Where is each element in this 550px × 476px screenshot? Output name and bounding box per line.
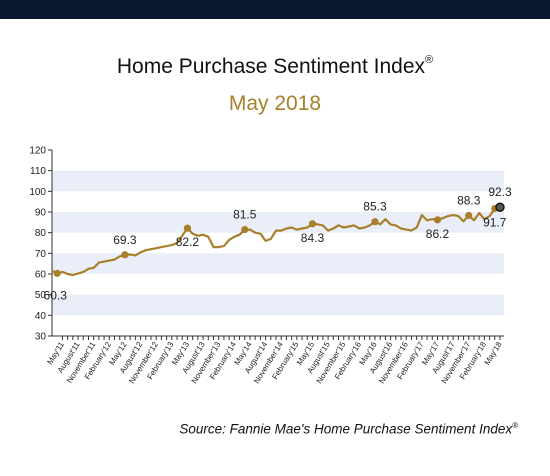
y-tick-label: 100	[29, 187, 46, 198]
line-chart: 30405060708090100110120May'11August'11No…	[29, 146, 512, 386]
point-marker	[241, 225, 249, 234]
data-label: 60.3	[44, 288, 68, 302]
top-bar	[0, 0, 550, 19]
data-label: 92.3	[488, 185, 512, 199]
point-marker	[433, 216, 442, 224]
data-label: 91.7	[483, 215, 507, 229]
data-label: 69.3	[113, 233, 137, 247]
data-label: 86.2	[426, 227, 450, 241]
latest-point-marker	[495, 202, 505, 212]
y-tick-label: 70	[35, 249, 47, 260]
source-note: Source: Fannie Mae's Home Purchase Senti…	[179, 421, 518, 437]
y-tick-label: 120	[29, 146, 46, 157]
point-marker	[308, 220, 317, 228]
grid-band	[52, 253, 504, 274]
chart-subtitle: May 2018	[228, 92, 322, 115]
y-tick-label: 60	[35, 270, 47, 281]
y-tick-label: 30	[35, 332, 47, 343]
data-label: 81.5	[233, 208, 257, 222]
grid-band	[52, 294, 504, 316]
registered-mark: ®	[425, 54, 434, 66]
y-tick-label: 110	[30, 166, 46, 177]
data-label: 88.3	[457, 194, 481, 208]
point-marker	[53, 269, 61, 277]
data-label: 84.3	[301, 231, 325, 245]
data-label: 82.2	[176, 235, 200, 249]
data-label: 85.3	[363, 200, 387, 214]
point-marker	[121, 251, 129, 259]
chart-title: Home Purchase Sentiment Index®	[116, 54, 434, 78]
point-marker	[371, 218, 379, 226]
y-tick-label: 80	[35, 228, 47, 239]
y-tick-label: 50	[35, 290, 47, 301]
y-tick-label: 40	[35, 311, 47, 322]
point-marker	[183, 224, 192, 232]
y-tick-label: 90	[35, 208, 47, 219]
source-registered-mark: ®	[512, 421, 518, 430]
grid-band	[52, 212, 504, 233]
grid-band	[52, 170, 504, 192]
point-marker	[465, 211, 473, 220]
